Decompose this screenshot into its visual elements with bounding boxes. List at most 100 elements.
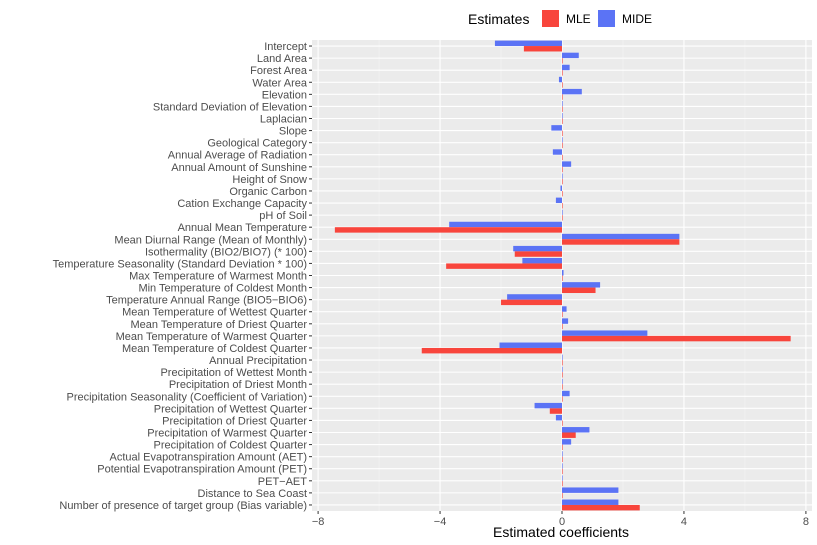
x-tick-label: 8	[803, 516, 809, 528]
bar-mide	[499, 342, 562, 348]
y-tick-label: Annual Amount of Sunshine	[171, 162, 307, 174]
bars	[334, 40, 791, 511]
bar-mide	[555, 197, 562, 204]
y-tick-label: Number of presence of target group (Bias…	[59, 500, 307, 512]
bar-mide	[562, 306, 567, 312]
bar-mle	[562, 335, 791, 342]
bar-mle	[562, 323, 563, 330]
x-axis-title: Estimated coefficients	[493, 524, 629, 540]
legend-swatch-mle	[542, 10, 559, 27]
y-tick-label: Mean Temperature of Wettest Quarter	[122, 307, 307, 319]
bar-mide	[560, 185, 562, 191]
y-tick-label: Temperature Annual Range (BIO5−BIO6)	[106, 295, 307, 307]
bar-mide	[562, 439, 572, 445]
y-tick-label: Precipitation Seasonality (Coefficient o…	[67, 391, 308, 403]
bar-mle	[334, 227, 562, 233]
y-tick-label: Annual Precipitation	[209, 355, 307, 367]
bar-mle	[523, 46, 562, 52]
y-tick-label: Laplacian	[260, 114, 307, 126]
bar-mide	[562, 282, 601, 288]
bar-mide	[534, 402, 562, 409]
bar-mle	[514, 251, 562, 257]
y-tick-label: Annual Mean Temperature	[178, 222, 307, 234]
legend-title: Estimates	[468, 11, 529, 27]
bar-mide	[562, 64, 570, 71]
y-tick-label: Mean Temperature of Driest Quarter	[131, 319, 308, 331]
x-axis: −8 −4 0 4 8	[312, 511, 809, 528]
y-tick-label: Precipitation of Driest Month	[169, 379, 307, 391]
bar-mide	[562, 270, 564, 276]
bar-mide	[551, 125, 562, 131]
y-tick-label: Potential Evapotranspiration Amount (PET…	[97, 464, 307, 476]
y-tick-label: Intercept	[264, 41, 307, 53]
bar-mide	[562, 330, 648, 336]
x-tick-label: 0	[559, 516, 565, 528]
bar-mle	[562, 311, 563, 318]
legend-swatch-mide	[598, 10, 615, 27]
y-tick-label: Geological Category	[207, 138, 307, 150]
y-tick-label: Height of Snow	[232, 174, 307, 186]
y-tick-label: Max Temperature of Warmest Month	[129, 271, 307, 283]
bar-mide	[562, 209, 563, 216]
bar-mle	[562, 444, 563, 451]
y-tick-label: Elevation	[262, 89, 307, 101]
y-tick-label: Min Temperature of Coldest Month	[138, 283, 307, 295]
bar-mle	[562, 480, 563, 487]
bar-mle	[562, 106, 563, 112]
bar-mle	[562, 287, 596, 294]
bar-mide	[562, 173, 563, 179]
y-tick-label: Precipitation of Driest Quarter	[162, 415, 307, 427]
bar-mide	[494, 40, 562, 47]
bar-mle	[562, 456, 563, 463]
legend-label-mide: MIDE	[622, 12, 652, 26]
bar-mle	[421, 347, 562, 354]
y-tick-label: Precipitation of Wettest Quarter	[154, 403, 308, 415]
bar-mle	[562, 118, 563, 124]
bar-mle	[562, 468, 563, 475]
y-tick-label: Standard Deviation of Elevation	[153, 101, 307, 113]
y-tick-label: Slope	[279, 126, 307, 138]
y-tick-label: Land Area	[257, 53, 308, 65]
bar-mle	[562, 396, 563, 402]
y-tick-label: Precipitation of Warmest Quarter	[147, 428, 307, 440]
bar-mle	[562, 178, 563, 185]
bar-mle	[562, 82, 563, 88]
bar-mide	[562, 378, 563, 385]
bar-mle	[562, 130, 563, 137]
bar-mle	[562, 504, 640, 511]
bar-mle	[562, 384, 563, 390]
bar-mle	[549, 408, 562, 414]
bar-mide	[449, 221, 562, 228]
y-tick-label: Cation Exchange Capacity	[177, 198, 307, 210]
bar-mide	[552, 149, 562, 155]
x-tick-label: −4	[434, 516, 447, 528]
y-tick-label: PET−AET	[258, 476, 307, 488]
bar-mide	[507, 294, 562, 300]
y-tick-label: Actual Evapotranspiration Amount (AET)	[110, 452, 307, 464]
bar-mide	[562, 499, 619, 505]
y-tick-label: Precipitation of Wettest Month	[160, 367, 307, 379]
x-tick-label: −8	[312, 516, 325, 528]
bar-mide	[562, 137, 563, 143]
bar-mle	[562, 154, 563, 161]
y-tick-label: Precipitation of Coldest Quarter	[154, 440, 308, 452]
bar-mle	[562, 420, 563, 426]
bar-mle	[562, 432, 576, 438]
bar-mle	[562, 215, 563, 221]
legend-label-mle: MLE	[566, 12, 591, 26]
x-tick-label: 4	[681, 516, 687, 528]
y-tick-label: Isothermality (BIO2/BIO7) (* 100)	[145, 246, 307, 258]
bar-mide	[558, 76, 562, 83]
y-tick-label: Organic Carbon	[229, 186, 307, 198]
bar-mle	[562, 360, 563, 366]
bar-mide	[522, 257, 562, 264]
bar-mide	[562, 354, 563, 361]
bar-mide	[562, 427, 590, 433]
bar-mle	[562, 239, 680, 245]
bar-mide	[562, 88, 582, 95]
y-tick-label: pH of Soil	[259, 210, 307, 222]
y-tick-label: Forest Area	[250, 65, 308, 77]
bar-mide	[562, 100, 563, 107]
bar-mide	[562, 52, 579, 59]
bar-mide	[562, 318, 569, 324]
